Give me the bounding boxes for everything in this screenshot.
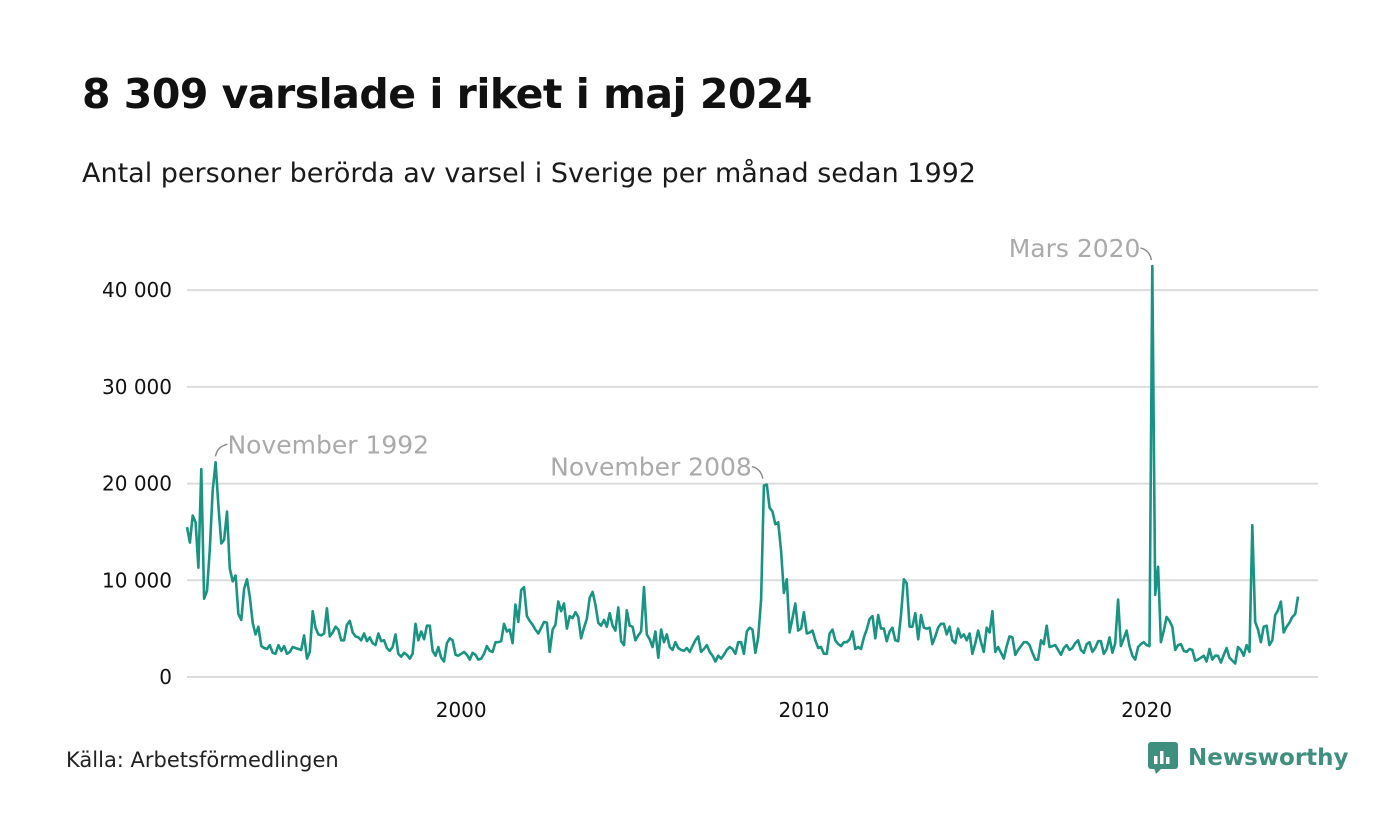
annotation-november-2008: November 2008 bbox=[550, 453, 752, 482]
y-tick-label-0: 0 bbox=[159, 665, 172, 689]
newsworthy-logo[interactable]: Newsworthy bbox=[1148, 742, 1349, 774]
y-tick-label-4: 40 000 bbox=[102, 278, 172, 302]
x-tick-label-2: 2020 bbox=[1121, 698, 1172, 722]
y-tick-label-2: 20 000 bbox=[102, 472, 172, 496]
chart-title: 8 309 varslade i riket i maj 2024 bbox=[82, 70, 812, 118]
x-tick-label-0: 2000 bbox=[436, 698, 487, 722]
x-tick-label-1: 2010 bbox=[778, 698, 829, 722]
newsworthy-logo-icon bbox=[1148, 742, 1178, 774]
y-tick-label-1: 10 000 bbox=[102, 568, 172, 592]
newsworthy-logo-text: Newsworthy bbox=[1188, 745, 1349, 771]
annotation-november-1992: November 1992 bbox=[227, 430, 429, 459]
annotation-connector-november-2008 bbox=[751, 465, 764, 479]
annotation-mars-2020: Mars 2020 bbox=[1009, 234, 1141, 263]
source-note: Källa: Arbetsförmedlingen bbox=[66, 748, 339, 772]
chart-subtitle: Antal personer berörda av varsel i Sveri… bbox=[82, 158, 976, 189]
series-line-0 bbox=[185, 264, 1300, 665]
annotation-connector-november-1992 bbox=[214, 443, 228, 457]
y-tick-label-3: 30 000 bbox=[102, 375, 172, 399]
annotation-connector-mars-2020 bbox=[1140, 247, 1153, 261]
